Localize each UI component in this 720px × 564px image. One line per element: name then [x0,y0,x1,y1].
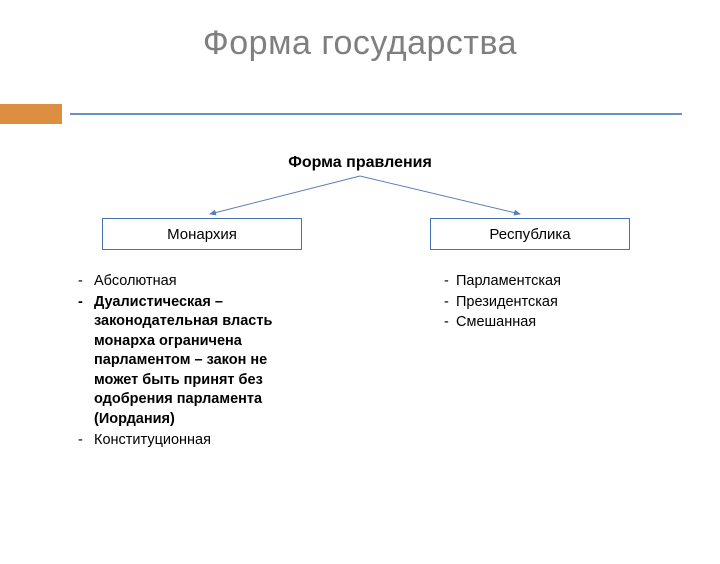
list-item: Смешанная [444,313,664,333]
arrow-left [210,176,360,214]
diagram-root-label: Форма правления [0,154,720,172]
republic-types-list: Парламентская Президентская Смешанная [444,272,664,334]
node-monarchy: Монархия [102,218,302,250]
monarchy-types-list: Абсолютная Дуалистическая – законодатель… [78,272,308,451]
node-republic: Республика [430,218,630,250]
list-item: Парламентская [444,272,664,292]
accent-line [70,113,682,115]
list-item: Дуалистическая – законодательная власть … [78,293,308,430]
accent-bar-row [0,104,720,124]
list-item: Абсолютная [78,272,308,292]
list-item: Конституционная [78,431,308,451]
arrow-right [360,176,520,214]
slide-title: Форма государства [0,24,720,63]
list-item: Президентская [444,293,664,313]
tree-arrows [200,174,520,214]
accent-bar-left [0,104,62,124]
